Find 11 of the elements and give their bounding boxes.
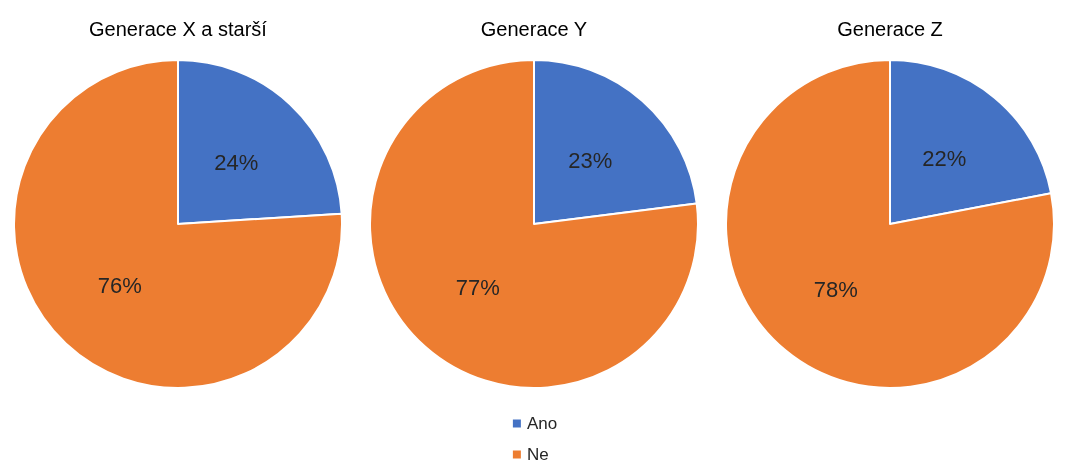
- data-label: 77%: [455, 275, 500, 301]
- data-label: 22%: [922, 146, 967, 172]
- data-label: 24%: [214, 149, 259, 175]
- data-label: 23%: [568, 147, 613, 173]
- chart-title: Generace X a starší: [89, 18, 268, 40]
- legend-label: Ne: [526, 445, 549, 464]
- legend-label: Ano: [526, 414, 558, 433]
- chart-title: Generace Y: [480, 18, 588, 40]
- data-label: 76%: [97, 273, 142, 299]
- data-label: 78%: [813, 276, 858, 302]
- chart-title: Generace Z: [837, 18, 943, 40]
